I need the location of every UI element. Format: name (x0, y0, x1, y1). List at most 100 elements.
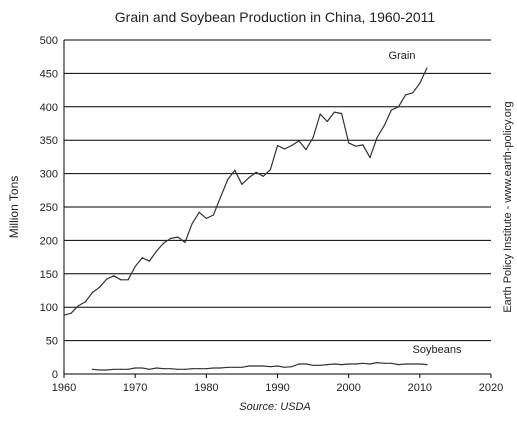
grain-data-point (163, 242, 165, 244)
grain-data-point (298, 140, 300, 142)
grain-data-point (340, 112, 343, 115)
grain-data-point (70, 312, 72, 314)
soybeans-data-point (305, 363, 307, 365)
side-note: Earth Policy Institute - www.earth-polic… (502, 101, 514, 312)
soybeans-data-point (184, 368, 186, 370)
grain-data-point (155, 250, 158, 252)
soybeans-data-point (298, 363, 300, 365)
grain-data-point (412, 92, 414, 94)
grain-data-point (262, 175, 264, 177)
grain-data-point (405, 94, 407, 96)
y-tick-label: 300 (40, 169, 58, 181)
y-axis-ticks: 0 50 100 150 200 250 300 350 400 450 500 (40, 35, 58, 381)
grain-data-point (369, 156, 371, 159)
grain-data-point (127, 279, 129, 281)
soybeans-data-point (248, 365, 250, 367)
soybeans-data-point (390, 362, 392, 364)
soybeans-data-point (227, 366, 229, 368)
soybeans-data-point (120, 368, 122, 370)
soybeans-data-point (326, 364, 328, 366)
grain-data-point (362, 144, 364, 146)
grain-data-point (291, 144, 293, 147)
soybeans-data-point (276, 365, 279, 367)
grain-data-point (284, 148, 286, 150)
y-tick-label: 500 (40, 35, 58, 47)
soybeans-data-point (284, 366, 286, 368)
soybeans-data-point (205, 368, 207, 370)
grain-data-point (326, 120, 328, 123)
soybeans-data-point (198, 368, 200, 370)
soybeans-data-point (170, 368, 172, 370)
soybeans-data-point (376, 362, 378, 364)
grain-data-point (305, 148, 307, 151)
soybeans-data-point (312, 364, 314, 366)
grain-data-point (348, 142, 350, 144)
grain-data-point (276, 144, 279, 147)
grain-data-point (212, 214, 215, 216)
soybeans-data-point (419, 363, 421, 365)
soybeans-data-point (255, 365, 257, 367)
soybeans-data-point (106, 369, 108, 371)
soybeans-data-point (163, 368, 165, 370)
soybeans-data-point (113, 368, 115, 370)
series-layer (63, 67, 428, 371)
soybeans-data-point (340, 364, 343, 366)
grain-data-point (106, 278, 108, 280)
soybeans-data-point (333, 363, 336, 365)
soybeans-data-point (91, 368, 94, 370)
soybeans-series-line (92, 362, 427, 371)
grain-data-point (91, 291, 94, 294)
grain-data-point (355, 145, 357, 147)
y-tick-label: 150 (40, 269, 58, 281)
grain-data-point (198, 211, 200, 213)
grain-data-point (255, 171, 257, 173)
soybeans-data-point (177, 368, 179, 370)
soybeans-data-point (348, 363, 350, 365)
grain-data-point (426, 67, 428, 69)
grain-data-point (205, 217, 207, 219)
grain-data-point (269, 168, 271, 171)
grain-data-point (84, 301, 86, 303)
grain-data-point (376, 136, 378, 139)
soybeans-data-point (191, 368, 193, 370)
grain-data-point (248, 177, 250, 179)
soybeans-series-label: Soybeans (413, 344, 462, 356)
soybeans-data-point (383, 362, 385, 364)
grain-data-point (390, 109, 392, 111)
grain-data-point (63, 314, 65, 316)
soybeans-data-point (141, 367, 143, 369)
grain-data-point (312, 136, 314, 139)
y-tick-label: 450 (40, 68, 58, 80)
soybeans-data-point (319, 364, 321, 366)
soybeans-data-point (362, 362, 364, 364)
y-tick-label: 350 (40, 135, 58, 147)
soybeans-data-point (405, 363, 407, 365)
grain-series-line (63, 67, 428, 316)
grain-data-point (241, 183, 243, 185)
grain-data-point (219, 196, 222, 198)
x-tick-label: 2020 (479, 382, 503, 394)
soybeans-data-point (355, 363, 357, 365)
x-tick-label: 2000 (336, 382, 360, 394)
y-axis-label: Million Tons (7, 176, 21, 238)
grain-data-point (77, 305, 79, 307)
y-tick-label: 50 (46, 336, 58, 348)
horizontal-gridlines (64, 39, 491, 342)
grain-data-point (98, 286, 101, 288)
y-tick-label: 250 (40, 202, 58, 214)
grain-data-point (148, 260, 150, 262)
grain-data-point (383, 124, 385, 127)
source-note: Source: USDA (239, 401, 311, 413)
y-tick-label: 400 (40, 102, 58, 114)
soybeans-data-point (212, 367, 215, 369)
soybeans-data-point (397, 364, 400, 366)
grain-data-point (191, 223, 193, 225)
grain-data-point (184, 241, 186, 244)
grain-data-point (234, 169, 236, 171)
grain-data-point (227, 179, 229, 181)
soybeans-data-point (369, 363, 371, 365)
soybeans-data-point (412, 363, 414, 365)
y-tick-label: 100 (40, 302, 58, 314)
x-tick-label: 1970 (123, 382, 147, 394)
